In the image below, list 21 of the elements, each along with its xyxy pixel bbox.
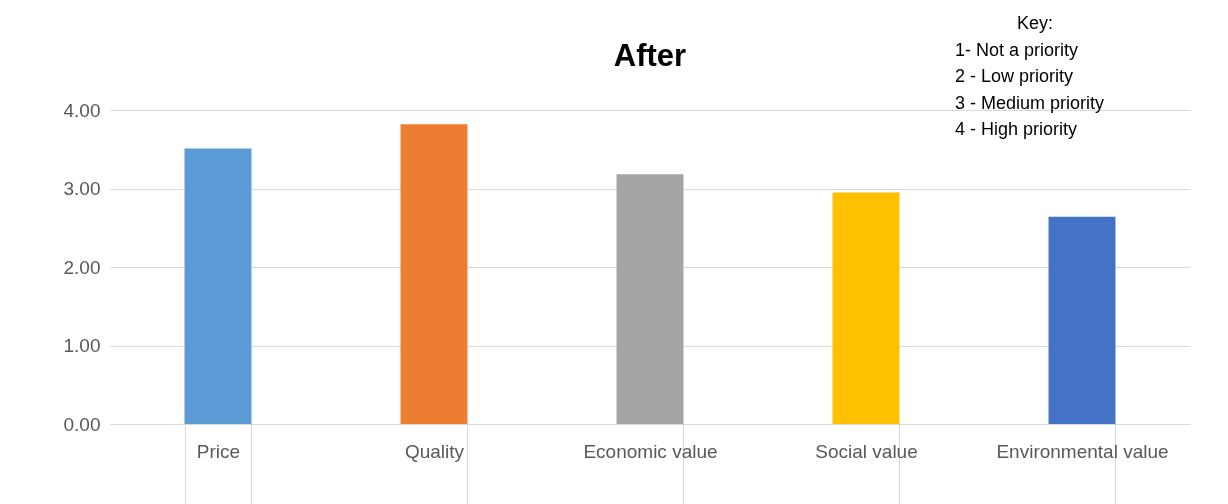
text: 1- Not a priority <box>955 39 1079 60</box>
x-tick-label: Economic value <box>583 440 718 462</box>
bar <box>616 174 684 424</box>
chart-title: After <box>613 38 687 73</box>
y-tick-label: 4.00 <box>63 99 101 121</box>
x-tick-label: Quality <box>404 440 465 462</box>
y-tick-label: 2.00 <box>63 256 101 278</box>
y-tick-label: 3.00 <box>63 178 101 199</box>
bar <box>832 192 900 424</box>
x-tick-label: Price <box>196 440 241 462</box>
annotation: 4 - High priority <box>955 119 1078 139</box>
bar <box>184 148 252 424</box>
y-tick-label: 0.00 <box>63 413 101 435</box>
x-tick-label: Social value <box>815 440 918 462</box>
annotation: 3 - Medium priority <box>955 92 1105 113</box>
text: Key: <box>1016 13 1054 33</box>
bar <box>400 124 468 424</box>
text: 2 - Low priority <box>955 66 1074 86</box>
y-tick-label: 1.00 <box>63 335 101 356</box>
bar <box>1048 216 1116 424</box>
x-tick-label: Environmental value <box>996 440 1169 462</box>
